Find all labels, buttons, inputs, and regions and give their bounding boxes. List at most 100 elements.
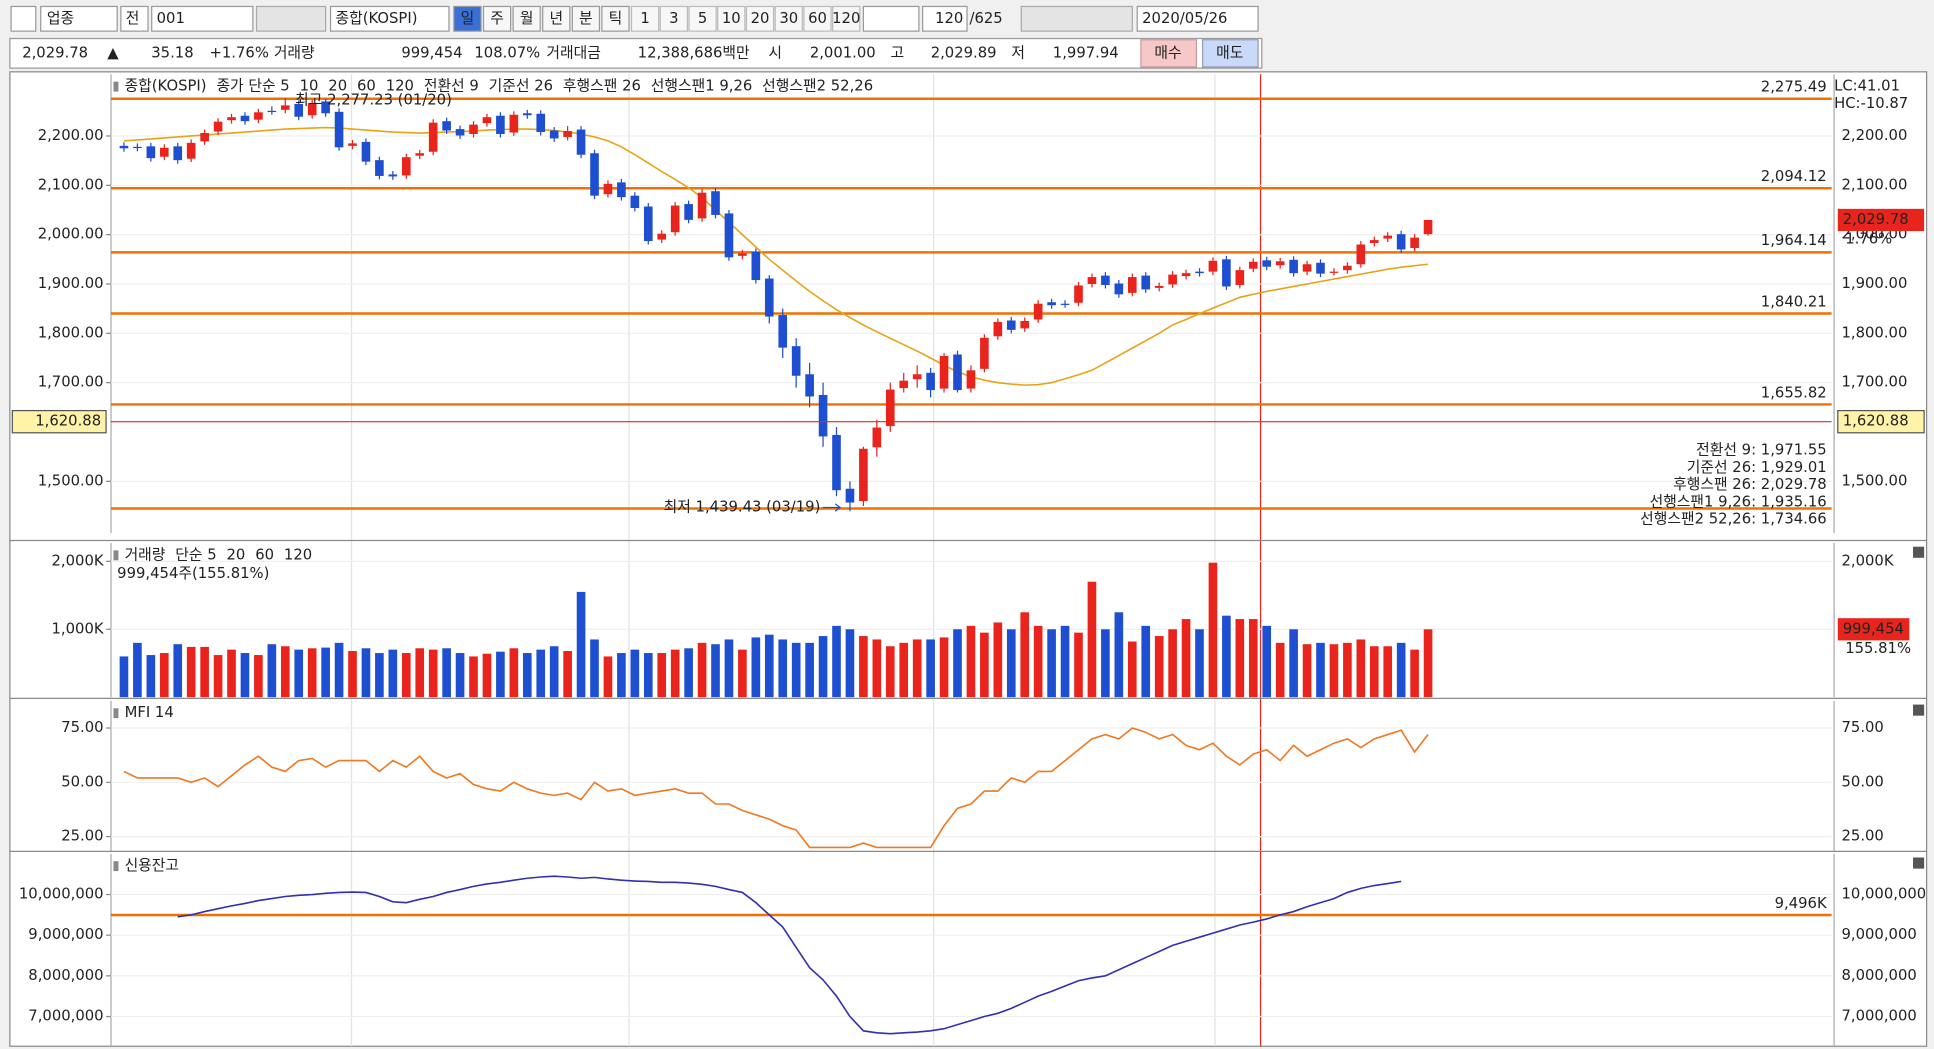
interval-button[interactable]	[774, 5, 803, 32]
volume-pct: 108.07%	[474, 44, 540, 61]
tool-icons[interactable]	[1020, 5, 1133, 32]
candle-body	[684, 204, 693, 220]
volume-bar	[267, 644, 277, 698]
volume-bar	[294, 649, 304, 698]
volume-bar	[630, 649, 640, 698]
volume-bar	[469, 656, 478, 698]
interval: 3	[669, 10, 678, 27]
interval: 10	[722, 10, 741, 27]
change-label: 1.76%	[1845, 231, 1892, 248]
y-tick-label: 2,000K	[52, 552, 105, 569]
candle-body	[307, 102, 317, 116]
candle-body	[469, 124, 478, 134]
volume-label: 거래량	[274, 44, 315, 61]
candle-body	[509, 114, 519, 133]
candle-body	[576, 129, 586, 155]
y-tick-label: 10,000,000	[1841, 886, 1926, 903]
volume-ratio: 155.81%	[1845, 640, 1911, 657]
index-name: 종합(KOSPI)	[335, 10, 417, 27]
period-button[interactable]	[571, 5, 601, 32]
level-label: 1,964.14	[1761, 232, 1827, 249]
buy: 매수	[1154, 44, 1181, 61]
candle-body	[670, 205, 680, 233]
date-box[interactable]	[1136, 5, 1259, 32]
interval-button[interactable]	[745, 5, 775, 32]
amount-label: 거래대금	[546, 44, 600, 61]
volume-bar	[845, 629, 855, 698]
interval-button[interactable]	[717, 5, 746, 32]
period: 틱	[609, 10, 623, 27]
volume-bar	[1316, 642, 1325, 698]
volume-summary: 999,454주(155.81%)	[117, 565, 269, 582]
panel-close[interactable]	[1913, 857, 1925, 869]
y-tick-label: 1,900.00	[1841, 275, 1907, 292]
volume-bar	[1141, 625, 1151, 698]
candle-body	[415, 153, 425, 156]
market: 업종	[47, 10, 74, 27]
volume-bar	[670, 649, 680, 698]
candle-body	[213, 121, 223, 132]
volume-bar	[872, 639, 882, 698]
volume-bar	[764, 634, 774, 698]
volume-bar	[415, 648, 425, 698]
candle-body	[1020, 320, 1030, 329]
interval-button[interactable]	[630, 5, 660, 32]
volume-bar	[1006, 629, 1016, 698]
candle-body	[603, 183, 613, 195]
interval-button[interactable]	[688, 5, 717, 32]
y-tick-label: 1,000K	[52, 620, 105, 637]
candle-body	[1168, 274, 1177, 285]
candle-body	[697, 192, 707, 219]
amount: 12,388,686백만	[638, 44, 750, 61]
period: 주	[490, 10, 504, 27]
code-combo[interactable]	[151, 5, 254, 32]
candle-body	[227, 117, 236, 121]
tool-icons[interactable]	[255, 5, 327, 32]
volume-bar	[496, 651, 505, 698]
legend-entry: 전환선 9	[424, 78, 479, 95]
blank-combo[interactable]	[862, 5, 920, 32]
legend-entry: 기준선 26	[489, 78, 553, 95]
interval-button[interactable]	[832, 5, 861, 32]
volume-bar	[751, 637, 761, 698]
level-label: 1,655.82	[1761, 384, 1827, 401]
period-button[interactable]	[542, 5, 571, 32]
volume-bar	[1101, 629, 1110, 698]
period-button[interactable]	[482, 5, 512, 32]
volume-bar	[401, 653, 411, 698]
name-box[interactable]	[329, 5, 450, 32]
volume-bar	[966, 625, 976, 698]
period-button[interactable]	[453, 5, 482, 32]
volume-bar	[603, 656, 613, 698]
candle-body	[1289, 259, 1298, 274]
candle-body	[711, 191, 720, 215]
candle-body	[738, 253, 747, 256]
volume-bar	[186, 646, 196, 698]
volume-bar	[980, 632, 989, 698]
volume-bar	[791, 642, 801, 698]
panel-close[interactable]	[1913, 704, 1925, 716]
count-box[interactable]	[921, 5, 968, 32]
interval-button[interactable]	[659, 5, 689, 32]
interval-button[interactable]	[803, 5, 832, 32]
volume-bar	[1181, 619, 1191, 698]
candle-body	[1141, 275, 1151, 290]
candle-body	[939, 356, 949, 389]
legend-entry: 종합(KOSPI)	[125, 78, 207, 95]
candle-body	[832, 434, 841, 491]
menu-icon[interactable]	[10, 5, 37, 32]
candle-body	[267, 110, 277, 113]
candle-body	[321, 101, 330, 114]
volume-bar	[1275, 642, 1285, 698]
candle-body	[361, 141, 371, 162]
panel-close[interactable]	[1913, 546, 1925, 558]
candle-body	[899, 380, 909, 389]
market-combo[interactable]	[40, 5, 118, 32]
prefix-box[interactable]	[120, 5, 149, 32]
period-button[interactable]	[601, 5, 630, 32]
sell-button[interactable]	[1201, 39, 1259, 68]
legend-icon	[113, 861, 119, 872]
legend-icon	[113, 550, 119, 561]
period-button[interactable]	[512, 5, 541, 32]
buy-button[interactable]	[1140, 39, 1198, 68]
